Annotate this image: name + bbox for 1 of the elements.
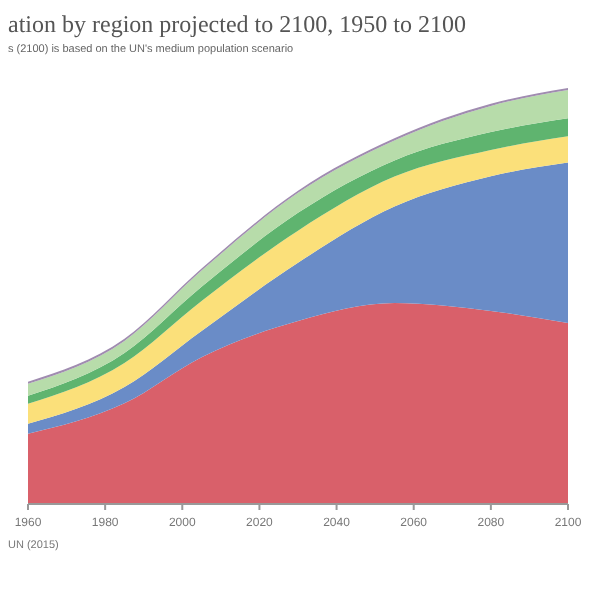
chart-title: ation by region projected to 2100, 1950 to 2100 bbox=[8, 10, 466, 38]
